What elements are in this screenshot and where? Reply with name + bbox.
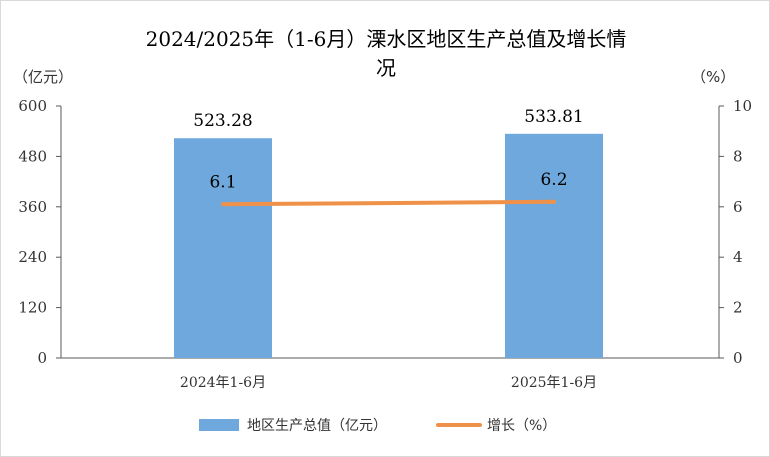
bar-data-label: 523.28: [193, 111, 252, 131]
legend-line-label: 增长（%）: [487, 418, 556, 434]
growth-line: [221, 199, 556, 207]
legend-bar-swatch: [199, 419, 239, 431]
y-left-tick-label: 240: [18, 248, 47, 266]
y-left-tick-label: 120: [18, 299, 47, 317]
y-right-tick-label: 10: [733, 97, 752, 115]
bar: [174, 138, 272, 358]
line-data-label: 6.1: [209, 172, 236, 192]
y-left-tick-label: 360: [18, 198, 47, 216]
line-data-label: 6.2: [540, 170, 567, 190]
y-right-tick-label: 4: [733, 248, 743, 266]
chart-title-line1: 2024/2025年（1-6月）溧水区地区生产总值及增长情: [146, 27, 627, 51]
y-left-tick-label: 480: [18, 147, 47, 165]
bar: [505, 133, 603, 358]
y-left-tick-label: 0: [37, 349, 47, 367]
bar-data-label: 533.81: [524, 107, 583, 127]
x-category-label: 2024年1-6月: [180, 375, 266, 391]
legend-bar-label: 地区生产总值（亿元）: [247, 418, 387, 434]
y-left-tick-label: 600: [18, 97, 47, 115]
y-left-axis-label: （亿元）: [13, 68, 73, 86]
y-right-tick-label: 0: [733, 349, 743, 367]
x-category-label: 2025年1-6月: [511, 375, 597, 391]
y-right-axis-label: （%）: [691, 68, 735, 86]
chart-title-line2: 况: [376, 56, 396, 80]
y-right-tick-label: 8: [733, 147, 743, 165]
y-right-tick-label: 6: [733, 198, 743, 216]
y-right-tick-label: 2: [733, 299, 743, 317]
